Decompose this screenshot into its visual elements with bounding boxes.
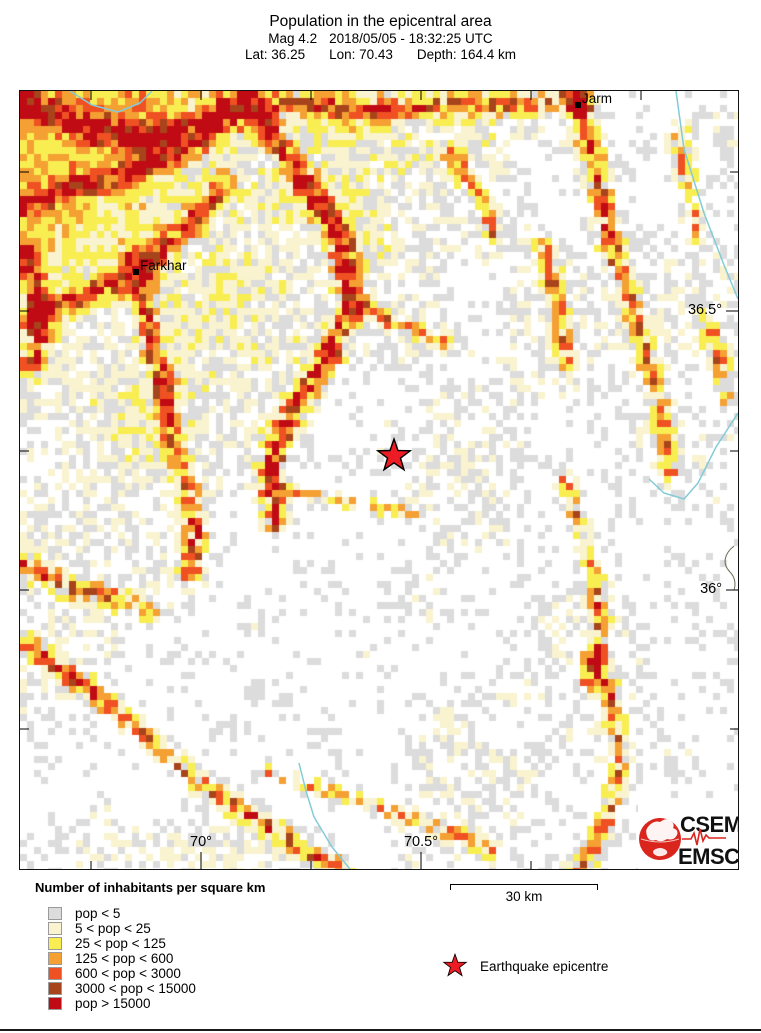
population-density-raster [20, 91, 738, 869]
logo-text-emsc: EMSC [678, 844, 738, 869]
logo-text-csem: CSEM [680, 812, 738, 837]
epicentre-key-label: Earthquake epicentre [480, 959, 609, 974]
legend-swatch-gt-15000 [48, 997, 62, 1010]
city-label-jarm: Jarm [582, 91, 612, 106]
scale-bar-left-tick [450, 885, 451, 890]
scale-bar-label: 30 km [505, 889, 543, 904]
longitude-value: Lon: 70.43 [329, 47, 393, 62]
csem-emsc-logo: CSEM EMSC [638, 803, 742, 869]
lon-label-70: 70° [190, 834, 212, 850]
river-line [648, 412, 738, 500]
lat-label-36: 36° [700, 581, 722, 597]
legend-swatch-25-125 [48, 937, 62, 950]
legend-row: 125 < pop < 600 [48, 951, 196, 966]
legend-label: pop < 5 [75, 906, 121, 921]
legend-row: pop < 5 [48, 906, 196, 921]
city-marker-jarm [575, 102, 581, 108]
magnitude-value: Mag 4.2 [268, 31, 318, 46]
legend-row: 5 < pop < 25 [48, 921, 196, 936]
river-line [675, 91, 738, 300]
event-datetime: 2018/05/05 - 18:32:25 UTC [329, 31, 493, 46]
legend-label: 5 < pop < 25 [75, 921, 151, 936]
logo-seismogram-icon [682, 828, 726, 846]
legend-row: 25 < pop < 125 [48, 936, 196, 951]
legend-label: 125 < pop < 600 [75, 951, 174, 966]
figure-header: Population in the epicentral area Mag 4.… [0, 13, 761, 63]
river-line [298, 762, 351, 869]
legend-row: pop > 15000 [48, 996, 196, 1011]
csem-emsc-logo-graphic: CSEM EMSC [639, 812, 742, 869]
legend-swatch-125-600 [48, 952, 62, 965]
lat-label-36-5: 36.5° [687, 302, 722, 318]
legend-row: 3000 < pop < 15000 [48, 981, 196, 996]
river-line [69, 91, 153, 113]
scale-bar [450, 884, 598, 890]
legend-title: Number of inhabitants per square km [35, 880, 266, 895]
latitude-value: Lat: 36.25 [245, 47, 306, 62]
epicenter-star-icon [375, 436, 413, 472]
legend-swatch-5-25 [48, 922, 62, 935]
epicentre-key-star-icon [442, 952, 468, 977]
legend-label: pop > 15000 [75, 996, 151, 1011]
legend-label: 600 < pop < 3000 [75, 966, 181, 981]
legend-row: 600 < pop < 3000 [48, 966, 196, 981]
city-marker-farkhar [133, 269, 139, 275]
depth-value: Depth: 164.4 km [416, 47, 516, 62]
figure-bottom-border [0, 1029, 761, 1031]
population-legend: pop < 5 5 < pop < 25 25 < pop < 125 125 … [48, 906, 196, 1011]
legend-swatch-600-3000 [48, 967, 62, 980]
lon-label-70-5: 70.5° [403, 834, 439, 850]
city-label-farkhar: Farkhar [140, 258, 187, 273]
event-magnitude-line: Mag 4.2 2018/05/05 - 18:32:25 UTC [0, 31, 761, 47]
figure-title: Population in the epicentral area [269, 13, 492, 30]
border-line [724, 545, 736, 591]
legend-label: 3000 < pop < 15000 [75, 981, 196, 996]
legend-swatch-pop-lt-5 [48, 907, 62, 920]
population-map: Jarm Farkhar 36.5° 36° 70° 70.5° CSEM EM… [19, 90, 742, 870]
event-location-line: Lat: 36.25 Lon: 70.43 Depth: 164.4 km [0, 47, 761, 63]
scale-bar-right-tick [597, 885, 598, 890]
map-overlay [20, 91, 738, 869]
legend-swatch-3000-15000 [48, 982, 62, 995]
legend-label: 25 < pop < 125 [75, 936, 166, 951]
